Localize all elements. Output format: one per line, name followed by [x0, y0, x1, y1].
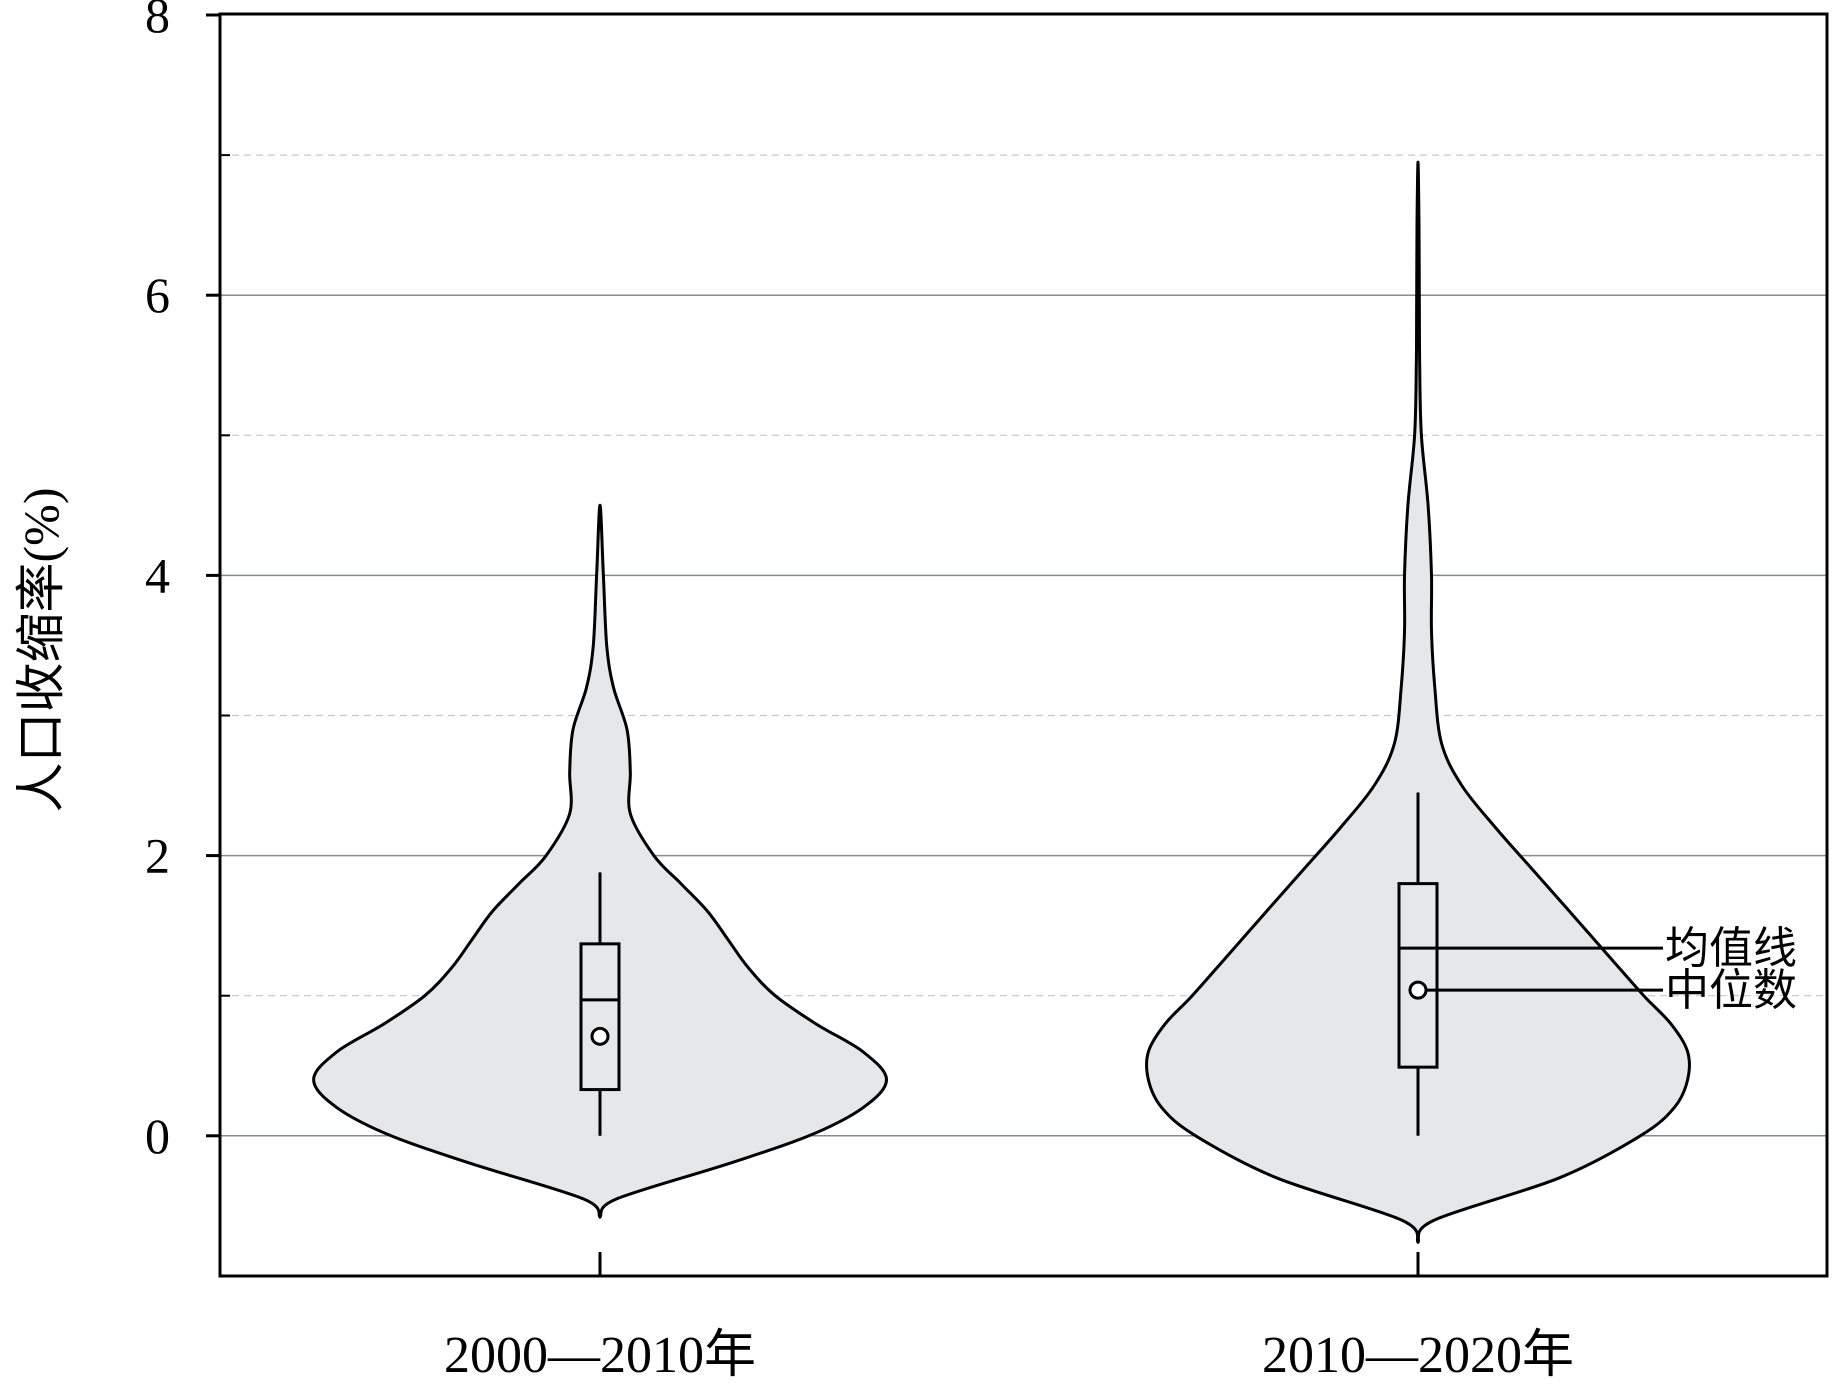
- violin-1: [312, 503, 888, 1219]
- y-tick-label: 6: [145, 267, 170, 323]
- x-category-label: 2010—2020年: [1262, 1327, 1574, 1384]
- y-tick-label: 2: [145, 828, 170, 884]
- y-tick-label: 0: [145, 1108, 170, 1164]
- plot-frame: [218, 12, 1829, 1278]
- y-tick-label: 4: [145, 547, 170, 603]
- annotation-label-median: 中位数: [1665, 966, 1797, 1015]
- x-category-label: 2000—2010年: [444, 1327, 756, 1384]
- box-plots: [579, 792, 1439, 1136]
- violin-2: [1145, 160, 1691, 1244]
- iqr-box: [579, 942, 621, 1092]
- annotation-label-mean: 均值线: [1665, 924, 1797, 973]
- y-axis-label: 人口收缩率(%): [13, 488, 69, 813]
- median-point: [1408, 980, 1428, 1000]
- iqr-box: [1397, 882, 1439, 1069]
- violins: [312, 160, 1691, 1244]
- y-tick-label: 8: [145, 0, 170, 43]
- median-point: [590, 1026, 610, 1046]
- axes: 0 2 4 6 8 2000—2010年 2010—2020年: [145, 0, 1574, 1384]
